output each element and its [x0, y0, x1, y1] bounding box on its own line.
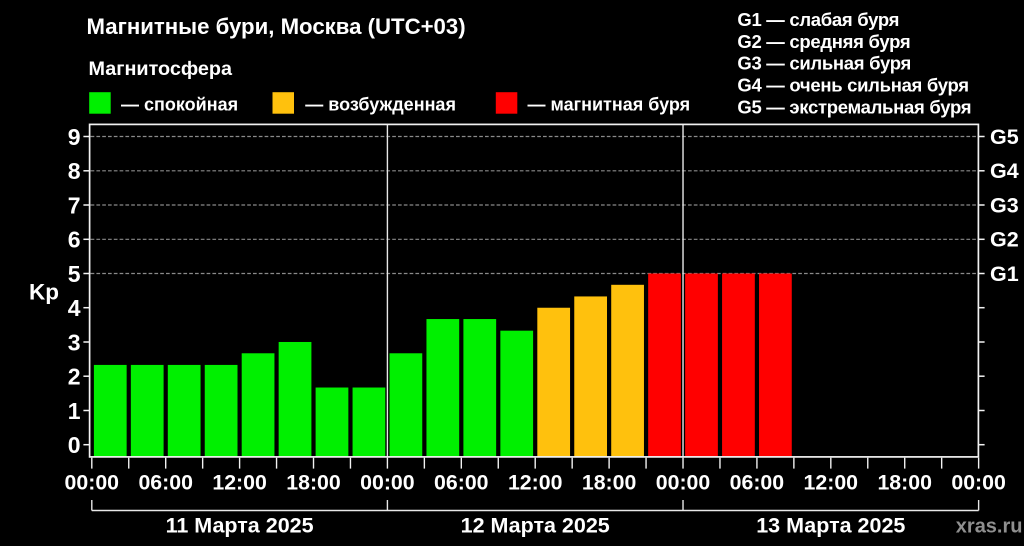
- svg-text:G1 — слабая буря: G1 — слабая буря: [737, 9, 899, 30]
- svg-text:Магнитосфера: Магнитосфера: [89, 58, 233, 80]
- svg-text:00:00: 00:00: [65, 470, 119, 494]
- svg-text:11 Марта 2025: 11 Марта 2025: [166, 513, 314, 537]
- svg-text:2: 2: [68, 364, 81, 390]
- svg-text:1: 1: [68, 398, 81, 424]
- svg-text:G5 — экстремальная буря: G5 — экстремальная буря: [737, 97, 971, 118]
- svg-text:Kp: Kp: [29, 280, 59, 305]
- svg-text:18:00: 18:00: [582, 470, 636, 494]
- svg-text:06:00: 06:00: [138, 470, 192, 494]
- svg-text:4: 4: [68, 295, 81, 321]
- svg-text:12:00: 12:00: [508, 470, 562, 494]
- svg-text:06:00: 06:00: [434, 470, 488, 494]
- svg-text:0: 0: [68, 432, 81, 458]
- svg-text:12:00: 12:00: [212, 470, 266, 494]
- svg-text:G5: G5: [990, 125, 1019, 149]
- svg-text:xras.ru: xras.ru: [956, 516, 1023, 538]
- svg-text:G4 — очень сильная буря: G4 — очень сильная буря: [737, 75, 968, 96]
- svg-text:Магнитные бури, Москва (UTC+03: Магнитные бури, Москва (UTC+03): [87, 14, 466, 39]
- svg-text:— возбужденная: — возбужденная: [305, 94, 456, 114]
- svg-text:7: 7: [68, 192, 81, 218]
- svg-text:G2: G2: [990, 228, 1019, 252]
- svg-text:12 Марта 2025: 12 Марта 2025: [461, 513, 610, 537]
- svg-text:18:00: 18:00: [286, 470, 340, 494]
- svg-text:G1: G1: [990, 262, 1019, 286]
- svg-text:06:00: 06:00: [730, 470, 784, 494]
- svg-text:G4: G4: [990, 159, 1019, 183]
- svg-text:12:00: 12:00: [804, 470, 858, 494]
- svg-text:13 Марта 2025: 13 Марта 2025: [756, 513, 905, 537]
- svg-text:6: 6: [68, 227, 81, 253]
- svg-text:— магнитная буря: — магнитная буря: [528, 94, 691, 114]
- svg-text:3: 3: [68, 329, 81, 355]
- svg-text:5: 5: [68, 261, 81, 287]
- svg-text:G3: G3: [990, 193, 1019, 217]
- svg-text:00:00: 00:00: [360, 470, 414, 494]
- svg-text:G2 — средняя буря: G2 — средняя буря: [737, 31, 910, 52]
- svg-text:9: 9: [68, 124, 81, 150]
- svg-text:— спокойная: — спокойная: [121, 94, 238, 114]
- svg-text:8: 8: [68, 158, 81, 184]
- svg-text:G3 — сильная буря: G3 — сильная буря: [737, 53, 911, 74]
- svg-text:18:00: 18:00: [877, 470, 931, 494]
- svg-text:00:00: 00:00: [951, 470, 1005, 494]
- svg-text:00:00: 00:00: [656, 470, 710, 494]
